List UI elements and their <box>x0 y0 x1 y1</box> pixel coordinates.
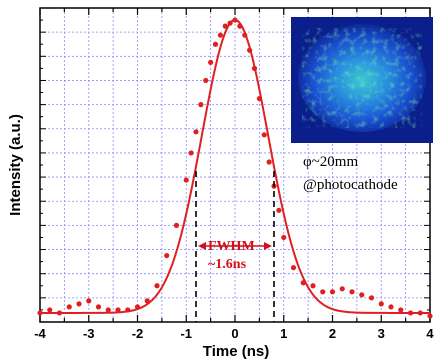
data-point <box>407 310 414 316</box>
data-point <box>237 23 243 29</box>
data-point <box>115 307 121 313</box>
data-point <box>37 310 43 316</box>
data-point <box>76 301 82 307</box>
data-point <box>242 32 248 38</box>
data-point <box>47 307 53 313</box>
x-tick-label: 0 <box>231 326 238 341</box>
x-tick-label: -1 <box>180 326 192 341</box>
data-point <box>193 129 199 135</box>
inset-location-label: @photocathode <box>303 177 398 193</box>
data-point <box>203 77 209 84</box>
data-point <box>134 304 141 310</box>
fwhm-value-label: ~1.6ns <box>208 257 247 272</box>
data-points <box>37 17 433 319</box>
data-point <box>164 252 170 259</box>
x-tick-label: 1 <box>280 326 287 341</box>
data-point <box>222 23 228 29</box>
beam-profile-inset <box>291 17 433 143</box>
data-point <box>378 301 384 307</box>
data-point <box>388 304 394 310</box>
data-point <box>154 283 160 289</box>
data-point <box>368 295 375 301</box>
fwhm-arrow-head-right <box>264 242 272 250</box>
x-tick-label: 4 <box>426 326 434 341</box>
data-point <box>339 286 345 292</box>
data-point <box>261 132 267 138</box>
data-point <box>247 47 253 53</box>
x-tick-label: 2 <box>329 326 336 341</box>
fwhm-label: FWHM <box>208 239 255 254</box>
data-point <box>105 307 111 313</box>
data-point <box>276 207 282 213</box>
x-tick-label: -3 <box>83 326 95 341</box>
data-point <box>251 65 258 71</box>
x-tick-labels: -4 -3 -2 -1 0 1 2 3 4 <box>34 326 434 341</box>
data-point <box>183 177 189 183</box>
data-point <box>359 292 365 298</box>
data-point <box>86 298 92 304</box>
data-point <box>349 289 355 295</box>
data-point <box>320 289 326 295</box>
data-point <box>256 95 262 102</box>
data-point <box>217 32 223 38</box>
data-point <box>173 222 180 228</box>
data-point <box>398 307 404 313</box>
data-point <box>56 310 63 316</box>
data-point <box>300 280 306 286</box>
data-point <box>281 234 287 241</box>
y-axis-title: Intensity (a.u.) <box>7 114 24 216</box>
fwhm-annotation <box>195 171 275 322</box>
data-point <box>329 289 336 295</box>
inset-diameter-label: φ~20mm <box>303 154 358 170</box>
data-point <box>66 304 72 310</box>
data-point <box>198 102 204 108</box>
data-point <box>212 41 219 47</box>
data-point <box>290 265 297 271</box>
data-point <box>232 17 238 23</box>
x-tick-label: 3 <box>378 326 385 341</box>
data-point <box>144 298 150 304</box>
data-point <box>266 159 272 165</box>
data-point <box>208 59 214 65</box>
fwhm-arrow-head-left <box>198 242 206 250</box>
data-point <box>427 313 433 319</box>
data-point <box>227 20 233 26</box>
data-point <box>125 307 131 313</box>
data-point <box>310 283 316 289</box>
x-tick-label: -2 <box>132 326 144 341</box>
data-point <box>188 150 194 156</box>
data-point <box>417 310 423 316</box>
beam-speckle <box>302 28 422 128</box>
x-axis-title: Time (ns) <box>203 343 269 360</box>
data-point <box>95 304 102 310</box>
x-tick-label: -4 <box>34 326 46 341</box>
